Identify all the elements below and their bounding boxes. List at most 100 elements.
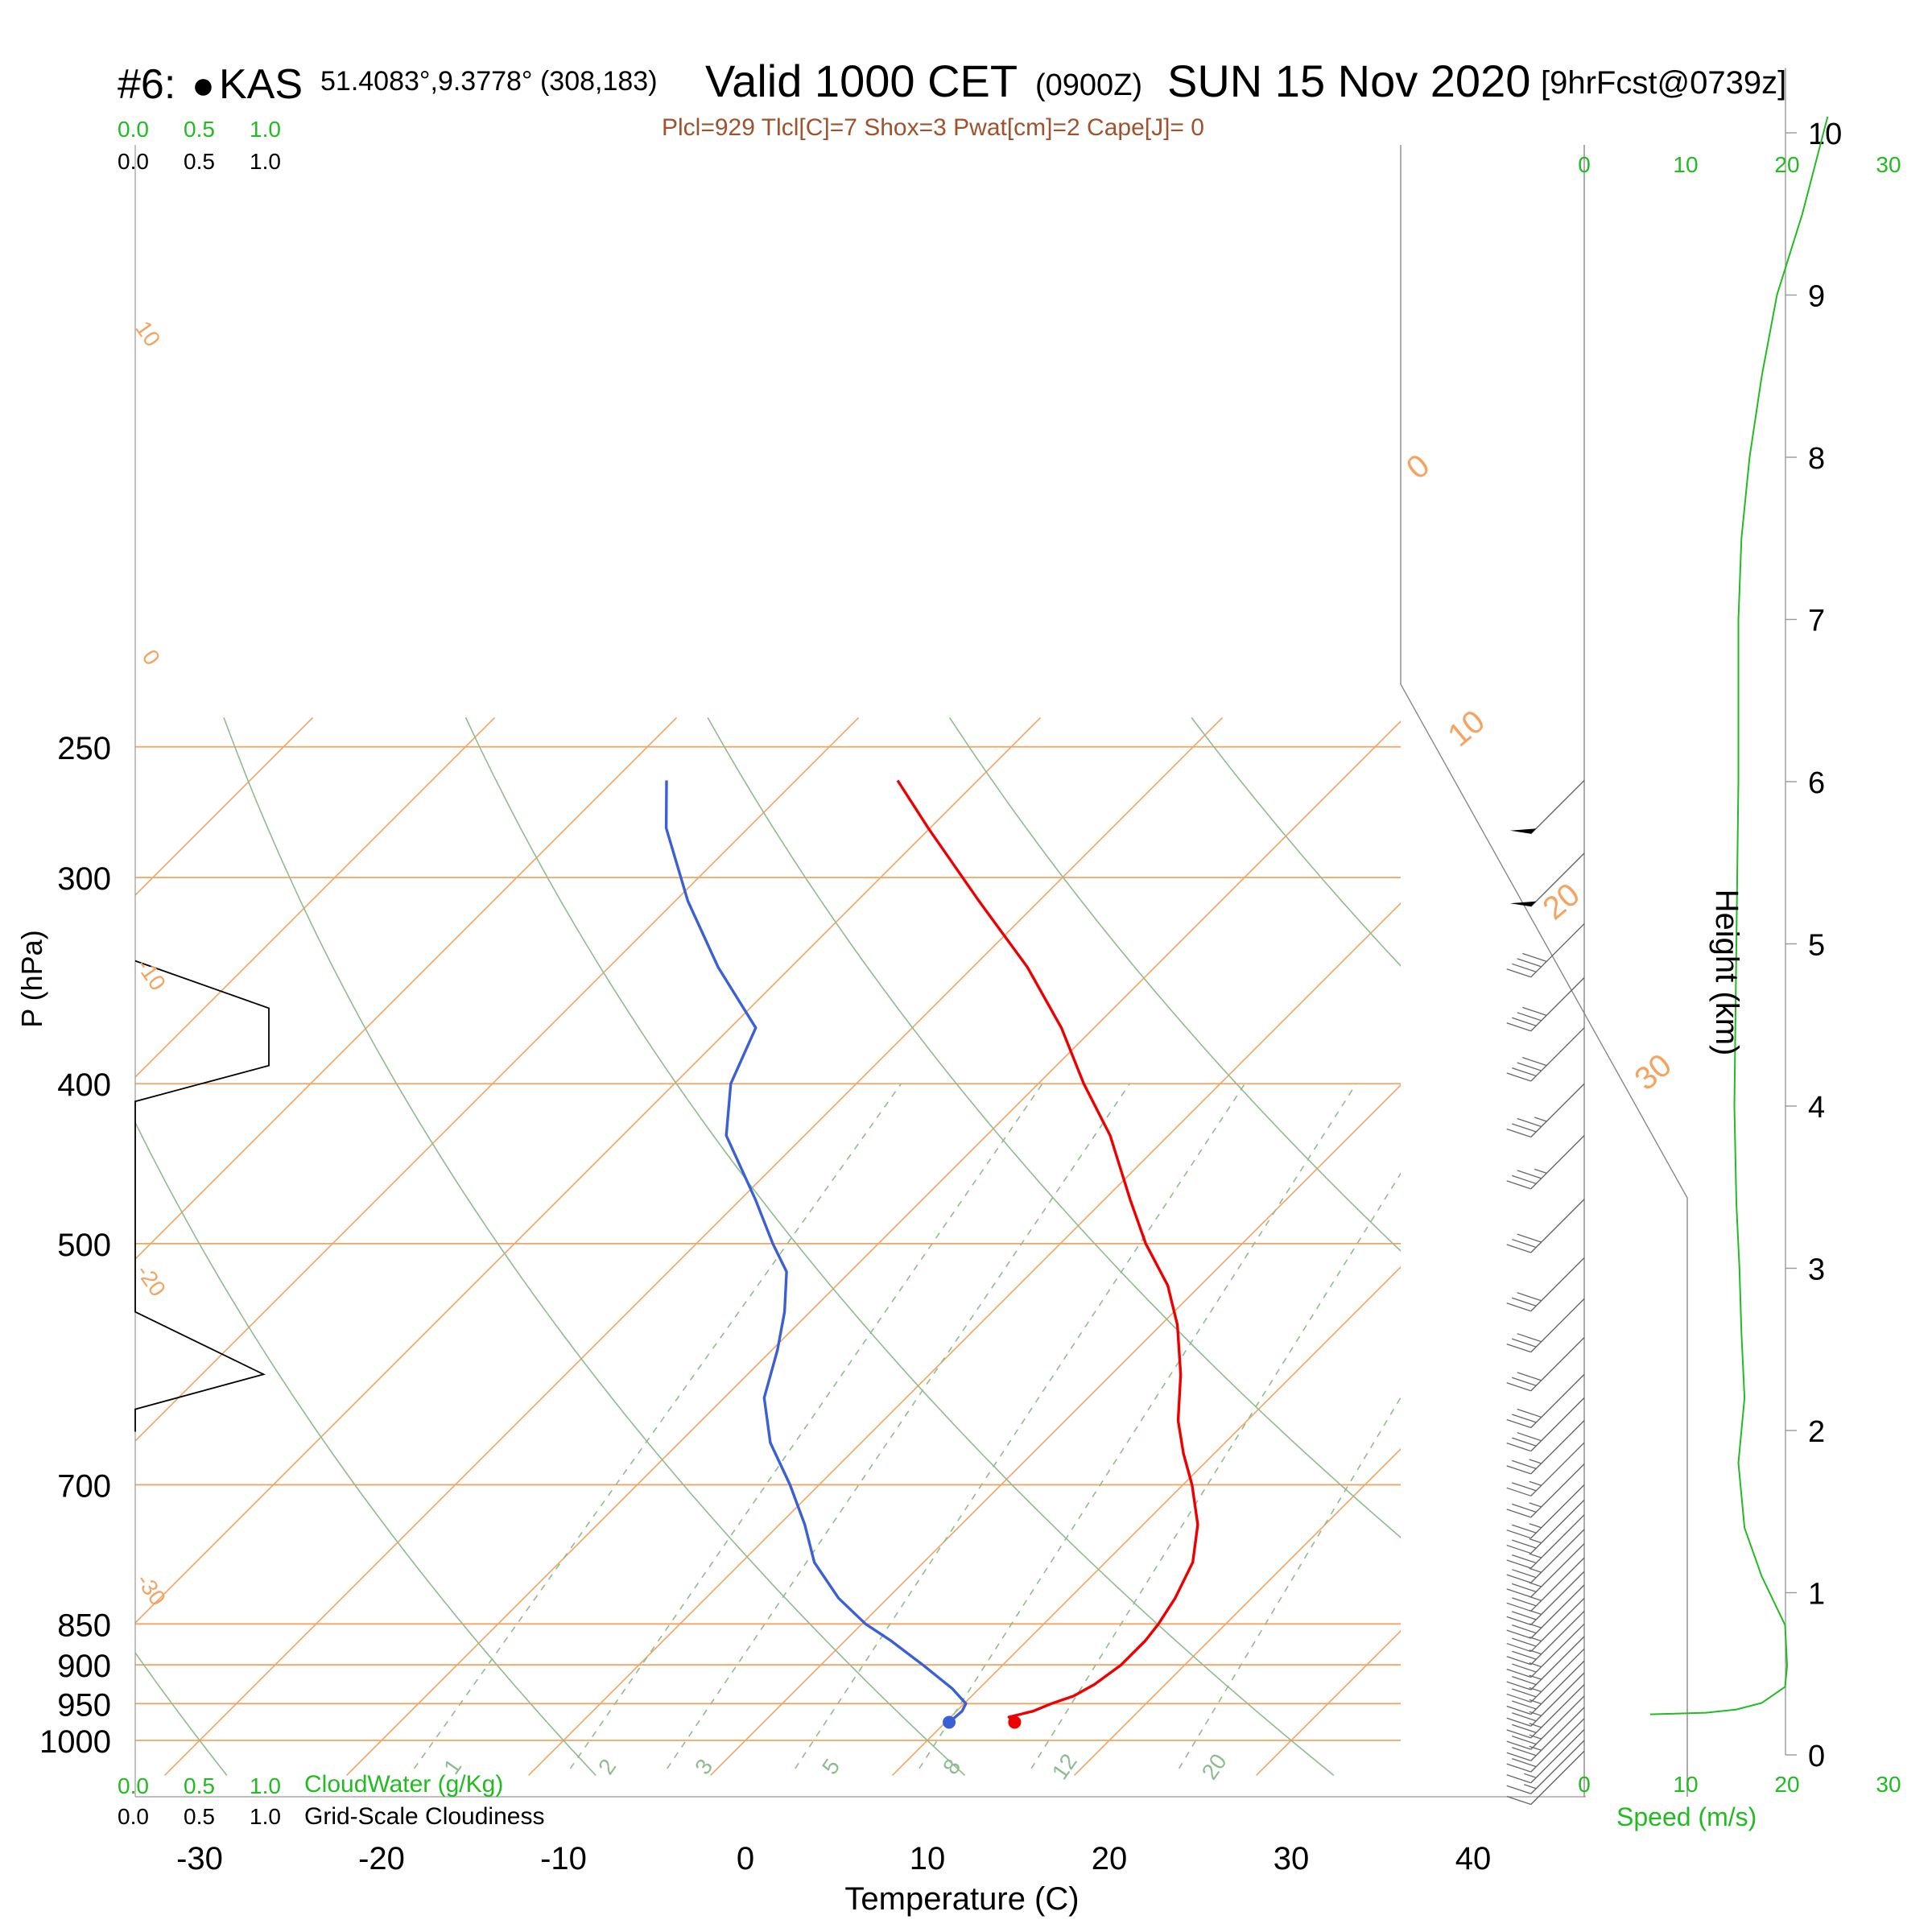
wind-barb-half-feather xyxy=(1529,1553,1542,1558)
wind-barb xyxy=(1506,1750,1585,1806)
dry-adiabat-line xyxy=(707,717,1401,1539)
wind-barb-half-feather xyxy=(1524,1784,1537,1790)
pressure-tick-label: 900 xyxy=(57,1649,111,1684)
stability-indices: Plcl=929 Tlcl[C]=7 Shox=3 Pwat[cm]=2 Cap… xyxy=(662,114,1204,141)
wind-barb-feather xyxy=(1521,952,1547,962)
wind-barb-feather xyxy=(1506,1574,1531,1583)
forecast-info: [9hrFcst@0739z] xyxy=(1541,65,1786,101)
wind-barb xyxy=(1506,1672,1585,1727)
wind-barb-feather xyxy=(1512,1297,1537,1307)
wind-barb-shaft xyxy=(1530,1514,1585,1569)
wind-barb-shaft xyxy=(1530,923,1585,978)
wind-barb-feather xyxy=(1512,1676,1537,1686)
dry-adiabat-line xyxy=(1675,717,1932,1775)
wind-barb-feather xyxy=(1512,1524,1537,1534)
mixing-ratio-line xyxy=(919,1083,1357,1769)
wind-barb-feather xyxy=(1512,1747,1537,1757)
wind-barb-feather xyxy=(1506,1487,1531,1496)
wind-barb-half-feather xyxy=(1529,1582,1542,1587)
dry-adiabat-line xyxy=(464,717,1335,1777)
wind-barb-shaft xyxy=(1530,1623,1585,1678)
wind-barb-half-feather xyxy=(1529,1567,1542,1573)
wind-speed-top-tick: 30 xyxy=(1876,152,1901,177)
wind-barb-shaft xyxy=(1530,1298,1585,1353)
height-tick-label: 4 xyxy=(1808,1091,1825,1125)
wind-barb-feather xyxy=(1517,1170,1542,1179)
cloudwater-label: CloudWater (g/Kg) xyxy=(304,1771,503,1798)
wind-barb-half-feather xyxy=(1529,1523,1542,1529)
isotherm-label: 10 xyxy=(130,316,165,351)
pressure-tick-label: 1000 xyxy=(39,1724,111,1760)
wind-barb-half-feather xyxy=(1529,1609,1542,1616)
temperature-tick-label: -10 xyxy=(540,1841,587,1876)
wind-barb-half-feather xyxy=(1534,1168,1547,1174)
wind-barb xyxy=(1506,1499,1585,1554)
wind-barb-feather xyxy=(1506,1244,1531,1253)
wind-barb-shaft xyxy=(1530,1337,1585,1392)
wind-barb xyxy=(1506,1083,1585,1138)
wind-barb xyxy=(1506,1514,1585,1569)
wind-barb-feather xyxy=(1506,1740,1531,1750)
wind-barb-feather xyxy=(1506,1559,1531,1569)
wind-speed-top-tick: 10 xyxy=(1673,152,1698,177)
wind-barb-feather xyxy=(1512,1067,1537,1077)
wind-barb xyxy=(1506,923,1585,978)
wind-barb-shaft xyxy=(1530,1597,1585,1653)
wind-barb-feather xyxy=(1512,1554,1537,1564)
wind-barb-feather xyxy=(1512,1123,1537,1133)
wind-barb-shaft xyxy=(1530,1718,1585,1773)
wind-barb-feather xyxy=(1512,1712,1537,1722)
wind-barb-feather xyxy=(1506,1022,1531,1032)
wind-barb-shaft xyxy=(1530,1610,1585,1666)
wind-speed-top-tick: 20 xyxy=(1774,152,1799,177)
wind-barb-feather xyxy=(1512,1569,1537,1579)
temperature-tick-label: 40 xyxy=(1455,1841,1492,1876)
wind-barb-feather xyxy=(1506,1544,1531,1554)
isotherm-line xyxy=(135,716,314,897)
temperature-tick-label: -20 xyxy=(358,1841,405,1876)
wind-barb-shaft xyxy=(1530,1740,1585,1794)
wind-barb-shaft xyxy=(1530,780,1585,835)
isotherm-line xyxy=(135,716,860,1443)
wind-barb-half-feather xyxy=(1529,1711,1542,1716)
bottom-black-scale-1: 0.5 xyxy=(184,1804,215,1829)
wind-barb-feather xyxy=(1512,1758,1537,1768)
upper-isotherm-label: 0 xyxy=(1400,448,1436,486)
wind-barb-feather xyxy=(1506,1656,1531,1666)
pressure-tick-label: 950 xyxy=(57,1687,111,1723)
wind-barb xyxy=(1506,1707,1585,1761)
temperature-tick-label: 0 xyxy=(737,1841,754,1876)
isotherm-line xyxy=(1620,717,1932,1775)
wind-barb xyxy=(1506,1648,1585,1703)
station-coords: 51.4083°,9.3778° (308,183) xyxy=(320,66,658,97)
mixing-ratio-line xyxy=(569,1083,1043,1769)
wind-barb-feather xyxy=(1512,1459,1537,1470)
height-tick-label: 1 xyxy=(1808,1578,1825,1612)
isotherm-line xyxy=(345,720,1401,1777)
wind-barb-feather xyxy=(1512,1583,1537,1593)
pressure-tick-label: 850 xyxy=(57,1608,111,1643)
wind-barb-feather xyxy=(1506,968,1531,978)
wind-barb-feather xyxy=(1512,1377,1537,1386)
wind-barb xyxy=(1509,780,1585,835)
wind-barb-feather xyxy=(1506,1382,1531,1392)
wind-barb-half-feather xyxy=(1529,1480,1542,1486)
wind-barb xyxy=(1506,1484,1585,1539)
wind-barb-half-feather xyxy=(1529,1459,1542,1464)
height-tick-label: 9 xyxy=(1808,280,1825,314)
mixing-ratio-label: 12 xyxy=(1047,1749,1082,1784)
isotherm-line xyxy=(1802,717,1932,1775)
wind-barb-feather xyxy=(1506,1344,1531,1353)
wind-barb-shaft xyxy=(1530,1135,1585,1190)
wind-barb-half-feather xyxy=(1529,1502,1542,1508)
wind-barb-feather xyxy=(1512,1736,1537,1745)
wind-barb-feather xyxy=(1512,1503,1537,1513)
wind-speed-bottom-tick: 0 xyxy=(1578,1772,1591,1797)
mixing-ratio-label: 8 xyxy=(938,1754,965,1779)
wind-barb-shaft xyxy=(1530,1571,1585,1625)
isotherm-label: 0 xyxy=(138,645,165,670)
pressure-tick-label: 700 xyxy=(57,1468,111,1504)
wind-barb-shaft xyxy=(1530,1083,1585,1137)
wind-barb-shaft xyxy=(1530,1027,1585,1082)
isotherm-label: -10 xyxy=(131,954,171,995)
